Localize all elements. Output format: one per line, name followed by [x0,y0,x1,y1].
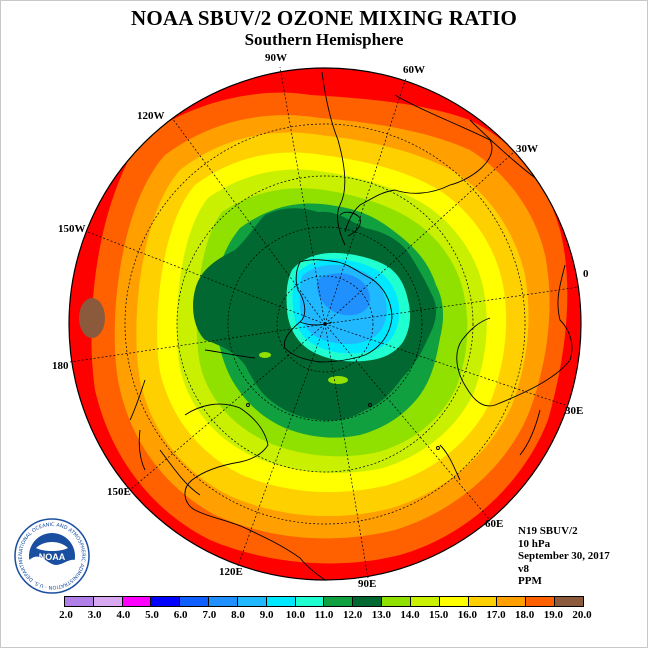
colorbar-tick-label: 5.0 [145,609,159,621]
colorbar-swatch [439,597,469,606]
colorbar-tick-label: 18.0 [515,609,535,621]
colorbar-tick-label: 8.0 [231,609,245,621]
info-date: September 30, 2017 [518,550,610,562]
lon-label-60w: 60W [403,64,425,76]
colorbar-tick-label: 10.0 [285,609,305,621]
colorbar-swatch [180,597,210,606]
logo-text: NOAA [39,552,66,562]
colorbar-tick-label: 2.0 [59,609,73,621]
meridian-60e [324,323,491,521]
lon-label-150w: 150W [58,223,86,235]
chart-title: NOAA SBUV/2 OZONE MIXING RATIO [131,6,517,30]
island-3 [436,446,440,450]
info-block: N19 SBUV/2 10 hPa September 30, 2017 v8 … [518,525,610,588]
colorbar-swatch [468,597,498,606]
coastline-antarctica [283,259,393,363]
meridian-180 [69,323,326,363]
colorbar-swatch [209,597,238,606]
colorbar-swatch [237,597,267,606]
colorbar-tick-label: 12.0 [343,609,363,621]
info-units: PPM [518,575,542,587]
lon-label-60e: 60E [485,518,504,530]
colorbar-swatch [93,597,123,606]
colorbar-swatch [353,597,383,606]
colorbar-swatch [526,597,556,606]
coastline-tasmania [138,429,146,471]
coastline-south-america-west [321,71,346,246]
colorbar-swatch [295,597,325,606]
coastline-south-america-east [344,94,493,233]
coastline-australia [184,403,326,580]
colorbar-tick-label: 14.0 [400,609,420,621]
island-1 [246,403,250,407]
meridian-30w [324,151,515,325]
lon-label-0: 0 [583,268,589,280]
info-satellite: N19 SBUV/2 [518,525,578,537]
latitude-circle-60 [176,175,474,473]
lon-label-90e: 90E [358,578,377,590]
colorbar-tick-label: 20.0 [572,609,592,621]
lon-label-150e: 150E [107,486,131,498]
colorbar-swatch [382,597,411,606]
meridian-60w [324,77,407,325]
colorbar-tick-label: 7.0 [202,609,217,621]
colorbar-tick-label: 4.0 [116,609,131,621]
colorbar-swatch [555,597,583,606]
lon-label-30w: 30W [516,143,538,155]
coastline-nz-south [159,449,201,496]
colorbar-tick-label: 9.0 [259,609,274,621]
chart-subtitle: Southern Hemisphere [244,30,404,49]
colorbar-swatch [122,597,152,606]
colorbar-swatch [151,597,181,606]
coastline-africa [456,264,573,407]
contour-12-patch [259,352,271,358]
coastline-new-zealand [129,379,146,421]
colorbar-tick-label: 19.0 [543,609,563,621]
lon-label-120e: 120E [219,566,243,578]
coastline-madagascar [519,409,541,456]
graticule [69,66,580,579]
meridian-0 [324,286,580,325]
colorbar-swatch [65,597,94,606]
latitude-circle-50 [124,123,526,525]
colorbar-swatch [410,597,440,606]
colorbar-tick-label: 15.0 [429,609,449,621]
colorbar-tick-label: 11.0 [314,609,334,621]
meridian-120e [237,323,326,567]
contour-13-patch [328,376,348,384]
noaa-logo: NATIONAL OCEANIC AND ATMOSPHERIC ADMINIS… [14,518,90,594]
meridian-90w [279,66,326,325]
meridian-120w [171,117,326,325]
colorbar-tick-label: 3.0 [87,609,102,621]
info-version: v8 [518,562,529,575]
latitude-circle-80 [276,275,374,373]
lon-label-30e: 30E [565,405,584,417]
coastline-ice-shelf [204,349,256,359]
colorbar-swatch [324,597,354,606]
latitude-circle-70 [227,226,423,422]
lon-label-90w: 90W [265,52,287,64]
colorbar-swatch [497,597,527,606]
meridian-150e [129,323,326,491]
info-level: 10 hPa [518,537,551,550]
colorbar-tick-label: 16.0 [457,609,477,621]
globe-outline [68,67,582,581]
colorbar-swatch [266,597,296,606]
colorbar-tick-label: 17.0 [486,609,506,621]
island-2 [368,403,372,407]
colorbar-tick-label: 13.0 [371,609,391,621]
coastline-tierra-del-fuego [339,211,361,237]
colorbar [64,596,584,607]
coastlines [129,71,573,580]
contour-20-patch [79,298,105,338]
coastline-kerguelen [439,444,461,481]
lon-label-120w: 120W [137,110,165,122]
colorbar-tick-label: 6.0 [173,609,188,621]
meridian-90e [324,323,369,579]
contour-7 [316,273,370,316]
lon-label-180: 180 [52,360,69,372]
